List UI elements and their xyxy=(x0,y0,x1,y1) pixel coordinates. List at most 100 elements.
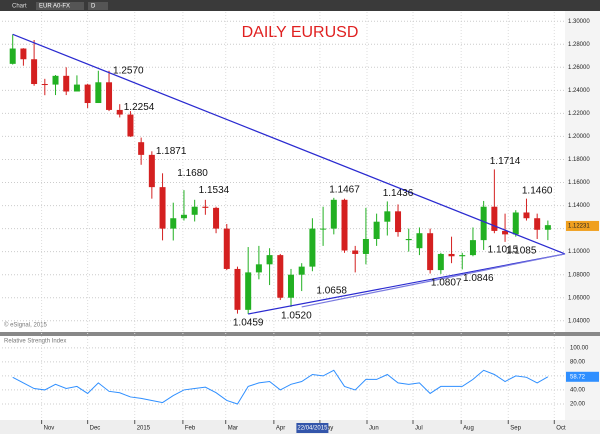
interval-box[interactable] xyxy=(88,2,108,10)
candle-body xyxy=(544,225,551,230)
y-tick-label: 1.14000 xyxy=(568,203,590,209)
candle-body xyxy=(95,82,102,104)
candle-body xyxy=(84,84,91,104)
candle-body xyxy=(31,59,38,85)
candle-body xyxy=(427,233,434,271)
candle-body xyxy=(491,206,498,231)
y-tick-label: 1.26000 xyxy=(568,65,590,71)
candle-body xyxy=(416,233,423,249)
candle-body xyxy=(320,228,327,230)
x-tick-label: Dec xyxy=(90,426,101,432)
candle-body xyxy=(448,253,455,257)
price-annotation: 1.1460 xyxy=(522,185,553,196)
candle-body xyxy=(512,212,519,235)
candle-body xyxy=(223,228,230,269)
pane-divider xyxy=(0,332,600,336)
symbol-box[interactable] xyxy=(36,2,84,10)
y-tick-label: 1.18000 xyxy=(568,157,590,163)
y-tick-label: 100.00 xyxy=(570,345,589,351)
y-tick-label: 1.16000 xyxy=(568,180,590,186)
price-annotation: 1.1467 xyxy=(329,184,360,195)
price-annotation: 1.0807 xyxy=(431,278,462,289)
candle-body xyxy=(480,206,487,241)
candle-body xyxy=(170,218,177,229)
interval[interactable]: D xyxy=(91,4,96,10)
candle-body xyxy=(213,207,220,229)
price-annotation: 1.1436 xyxy=(383,188,414,199)
candle-body xyxy=(20,48,27,60)
candle-body xyxy=(459,255,466,257)
price-annotation: 1.1680 xyxy=(177,168,208,179)
candle-body xyxy=(362,238,369,254)
copyright: © eSignal, 2015 xyxy=(4,322,47,329)
price-annotation: 1.0846 xyxy=(463,273,494,284)
y-tick-label: 1.20000 xyxy=(568,134,590,140)
y-tick-label: 20.00 xyxy=(570,402,586,408)
price-annotation: 1.1714 xyxy=(490,156,521,167)
candle-body xyxy=(277,255,284,298)
candle-body xyxy=(148,154,155,188)
y-tick-label: 1.22000 xyxy=(568,111,590,117)
candle-body xyxy=(298,266,305,275)
candle-body xyxy=(437,253,444,271)
candle-body xyxy=(352,250,359,254)
trend-line xyxy=(248,253,566,315)
y-tick-label: 1.08000 xyxy=(568,272,590,278)
candle-body xyxy=(191,206,198,215)
price-annotation: 1.1015 xyxy=(488,245,519,256)
candle-body xyxy=(234,268,241,310)
rsi-line xyxy=(12,369,549,405)
price-annotation: 1.1871 xyxy=(156,146,187,157)
candle-body xyxy=(309,228,316,267)
price-annotation: 1.0520 xyxy=(281,311,312,322)
candle-body xyxy=(116,109,123,115)
candle-body xyxy=(469,240,476,256)
x-tick-label: Apr xyxy=(276,426,285,432)
x-tick-label: Jul xyxy=(415,426,423,432)
y-tick-label: 1.28000 xyxy=(568,42,590,48)
candle-body xyxy=(523,212,530,219)
x-tick-label: Mar xyxy=(228,426,238,432)
candle-body xyxy=(106,82,113,110)
trend-line xyxy=(301,253,566,308)
indicator-title: Relative Strength Index xyxy=(4,339,66,345)
symbol[interactable]: EUR A0-FX xyxy=(39,4,70,10)
candle-body xyxy=(405,238,412,241)
candle-body xyxy=(534,218,541,230)
candle-body xyxy=(138,142,145,155)
trend-line xyxy=(12,33,566,255)
price-annotation: 1.1085 xyxy=(506,245,537,256)
candle-body xyxy=(73,84,80,92)
y-tick-label: 1.30000 xyxy=(568,19,590,25)
candle-body xyxy=(384,211,391,222)
y-tick-label: 40.00 xyxy=(570,388,586,394)
price-annotation: 1.1534 xyxy=(199,185,230,196)
candle-body xyxy=(287,274,294,298)
price-annotation: 1.2570 xyxy=(113,65,144,76)
y-tick-label: 1.06000 xyxy=(568,295,590,301)
candle-body xyxy=(373,221,380,239)
toolbar xyxy=(0,0,600,11)
candle-body xyxy=(127,114,134,137)
candle-body xyxy=(341,199,348,251)
candle-body xyxy=(41,84,48,86)
candle-body xyxy=(9,48,16,64)
x-tick-label: 2015 xyxy=(137,426,151,432)
candle-body xyxy=(245,272,252,310)
last-value-box xyxy=(566,220,599,231)
candle-body xyxy=(52,75,59,85)
y-tick-label: 80.00 xyxy=(570,359,586,365)
x-tick-label: Sep xyxy=(510,426,521,432)
candle-body xyxy=(395,211,402,233)
x-tick-label: Jun xyxy=(369,426,379,432)
candle-body xyxy=(266,255,273,265)
candle-body xyxy=(330,199,337,229)
candle-body xyxy=(180,214,187,219)
candle-body xyxy=(202,206,209,208)
chart-title: DAILY EURUSD xyxy=(242,24,359,41)
candle-body xyxy=(63,75,70,92)
x-tick-label: Nov xyxy=(44,426,55,432)
y-tick-label: 1.10000 xyxy=(568,249,590,255)
last-value-label: 1.12231 xyxy=(568,224,590,230)
